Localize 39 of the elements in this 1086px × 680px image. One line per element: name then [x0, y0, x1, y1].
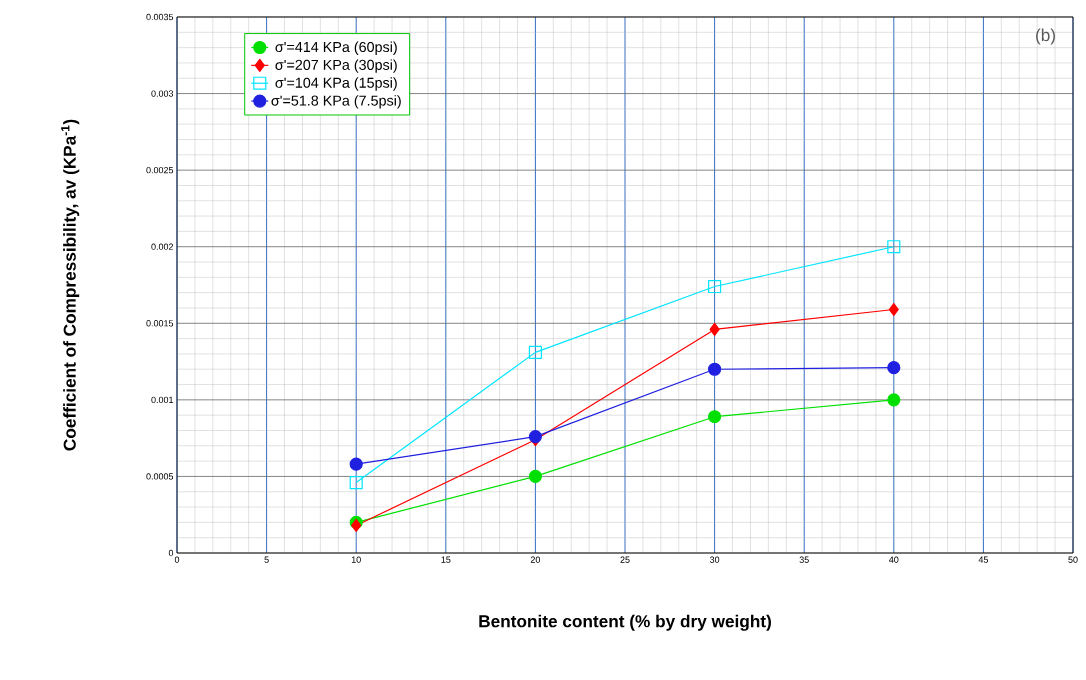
- legend-label: σ'=104 KPa (15psi): [275, 77, 397, 91]
- point: [528, 345, 542, 359]
- point: [888, 302, 899, 317]
- y-tick-label: 0.002: [151, 243, 174, 250]
- point: [708, 362, 722, 376]
- x-tick-label: 15: [441, 556, 451, 563]
- y-tick-label: 0: [168, 549, 174, 557]
- x-tick-label: 20: [530, 556, 541, 563]
- x-tick-label: 25: [620, 556, 630, 563]
- legend-label: σ'=414 KPa (60psi): [275, 41, 397, 55]
- x-tick-label: 35: [799, 556, 809, 563]
- annotation: (b): [1036, 28, 1055, 45]
- point: [709, 322, 720, 336]
- point: [887, 361, 901, 375]
- y-tick-label: 0.0015: [146, 320, 174, 327]
- x-tick-label: 40: [889, 556, 899, 563]
- point: [887, 393, 901, 407]
- x-tick-label: 10: [351, 556, 361, 563]
- point: [349, 457, 363, 471]
- x-tick-label: 50: [1068, 556, 1078, 563]
- y-tick-label: 0.003: [151, 90, 174, 97]
- x-axis-title: Bentonite content (% by dry weight): [479, 614, 771, 631]
- point: [528, 469, 542, 484]
- x-tick-label: 5: [264, 556, 269, 563]
- x-tick-label: 0: [174, 556, 180, 563]
- x-tick-label: 45: [978, 556, 989, 563]
- point: [708, 279, 722, 294]
- y-tick-label: 0.0005: [146, 473, 174, 480]
- y-tick-label: 0.0025: [146, 166, 174, 174]
- point: [349, 475, 363, 490]
- y-tick-label: 0.0035: [146, 13, 174, 21]
- y-tick-label: 0.001: [151, 396, 174, 404]
- point: [351, 518, 362, 533]
- point: [887, 240, 901, 254]
- point: [708, 410, 722, 424]
- x-tick-label: 30: [709, 556, 720, 563]
- y-axis-title: Coefficient of Compressibility, av (KPa$^{-1}$): [61, 119, 80, 451]
- legend-label: σ'=51.8 KPa (7.5psi): [271, 95, 401, 109]
- legend-label: σ'=207 KPa (30psi): [275, 59, 397, 73]
